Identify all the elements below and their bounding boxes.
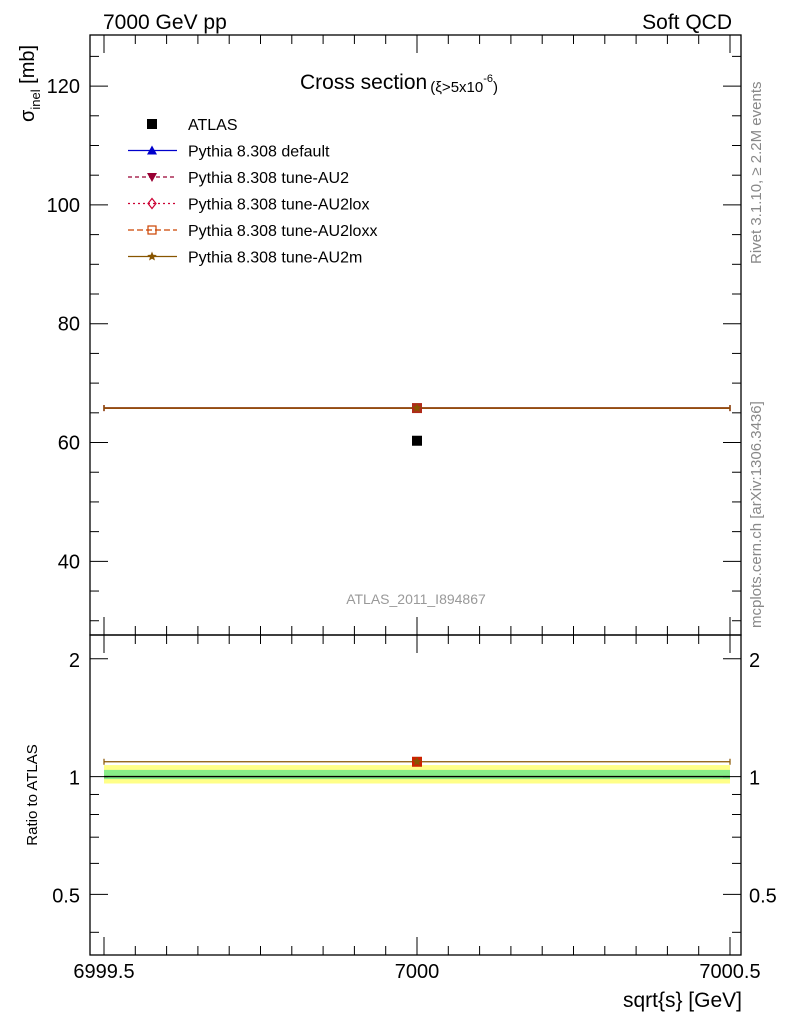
ratio-y-tick-label-left: 0.5 [52, 885, 80, 907]
legend-marker [147, 145, 157, 155]
y-tick-label: 100 [47, 195, 80, 217]
ratio-y-tick-label-left: 1 [69, 768, 80, 790]
main-title: Cross section (ξ>5x10-6) [300, 71, 498, 96]
title-main: Cross section [300, 71, 427, 94]
title-cut-close: ) [493, 79, 498, 96]
ratio-band [104, 769, 730, 780]
legend-marker [147, 251, 157, 261]
x-axis-label: sqrt{s} [GeV] [623, 989, 742, 1012]
ratio-ylabel: Ratio to ATLAS [24, 744, 41, 845]
ratio-y-tick-label-right: 1 [749, 768, 760, 790]
ratio-axis-ticks: 0.5 0.5 1 1 2 2 6999.5 7000 7000.5 [52, 635, 777, 983]
ylabel-symbol: σ [17, 109, 39, 122]
main-series [103, 403, 731, 446]
legend-label: Pythia 8.308 tune-AU2 [188, 170, 349, 187]
main-axis-ticks: 40 60 80 100 120 [47, 35, 741, 635]
ylabel-unit: [mb] [17, 45, 39, 89]
legend-label: Pythia 8.308 tune-AU2m [188, 250, 362, 267]
ratio-bands [104, 765, 730, 784]
x-tick-label: 7000 [395, 961, 440, 983]
legend-marker [147, 225, 157, 235]
ratio-y-tick-label-left: 2 [69, 650, 80, 672]
analysis-label: ATLAS_2011_I894867 [346, 591, 486, 607]
legend-label: Pythia 8.308 default [188, 144, 330, 161]
ratio-y-tick-label-right: 2 [749, 650, 760, 672]
header-right: Soft QCD [642, 11, 732, 34]
legend: ATLAS Pythia 8.308 default Pythia 8.308 tu… [128, 117, 377, 267]
x-tick-label: 6999.5 [73, 961, 134, 983]
legend-label: Pythia 8.308 tune-AU2lox [188, 197, 369, 214]
ratio-series [103, 756, 731, 778]
ylabel-sub: inel [28, 89, 43, 109]
data-point-atlas [412, 435, 422, 446]
legend-marker [147, 173, 157, 182]
mc-marker-star [412, 403, 422, 413]
y-tick-label: 120 [47, 76, 80, 98]
title-cut-exponent: -6 [483, 73, 493, 85]
ratio-y-tick-label-right: 0.5 [749, 885, 777, 907]
ratio-panel: 0.5 0.5 1 1 2 2 6999.5 7000 7000.5 Ratio to ATLA… [24, 634, 777, 1012]
header-left: 7000 GeV pp [103, 11, 227, 34]
title-cut: (ξ>5x10 [430, 79, 483, 96]
x-tick-label: 7000.5 [699, 961, 760, 983]
legend-label-atlas: ATLAS [188, 117, 238, 134]
rivet-label: Rivet 3.1.10, ≥ 2.2M events [748, 82, 765, 265]
legend-marker [147, 197, 157, 210]
main-panel: 40 60 80 100 120 Cross section (ξ>5x10-6) σin… [17, 34, 742, 636]
legend-label: Pythia 8.308 tune-AU2loxx [188, 223, 377, 240]
y-tick-label: 80 [58, 314, 80, 336]
ratio-frame [89, 634, 742, 956]
legend-marker-atlas [147, 119, 157, 129]
mcplots-label: mcplots.cern.ch [arXiv:1306.3436] [748, 401, 765, 628]
ratio-mc-marker-star [412, 756, 422, 766]
y-tick-label: 60 [58, 433, 80, 455]
main-ylabel: σinel [mb] [17, 45, 43, 122]
y-tick-label: 40 [58, 551, 80, 573]
